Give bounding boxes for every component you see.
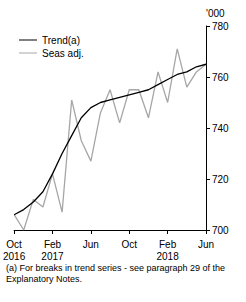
svg-text:Oct: Oct (6, 239, 22, 250)
svg-text:Jun: Jun (198, 239, 214, 250)
svg-text:Trend(a): Trend(a) (42, 35, 80, 46)
svg-text:Feb: Feb (159, 239, 177, 250)
svg-text:2018: 2018 (156, 251, 179, 262)
svg-text:720: 720 (212, 174, 229, 185)
svg-text:780: 780 (212, 21, 229, 32)
svg-text:Jun: Jun (83, 239, 99, 250)
svg-text:Explanatory Notes.: Explanatory Notes. (6, 274, 82, 284)
svg-text:760: 760 (212, 72, 229, 83)
svg-text:2017: 2017 (41, 251, 64, 262)
svg-text:Seas adj.: Seas adj. (42, 48, 84, 59)
svg-text:2016: 2016 (3, 251, 26, 262)
svg-text:(a) For breaks in trend series: (a) For breaks in trend series - see par… (6, 263, 228, 273)
svg-text:Feb: Feb (44, 239, 62, 250)
svg-text:Oct: Oct (121, 239, 137, 250)
svg-text:740: 740 (212, 123, 229, 134)
svg-text:700: 700 (212, 225, 229, 236)
svg-text:'000: '000 (206, 8, 225, 19)
